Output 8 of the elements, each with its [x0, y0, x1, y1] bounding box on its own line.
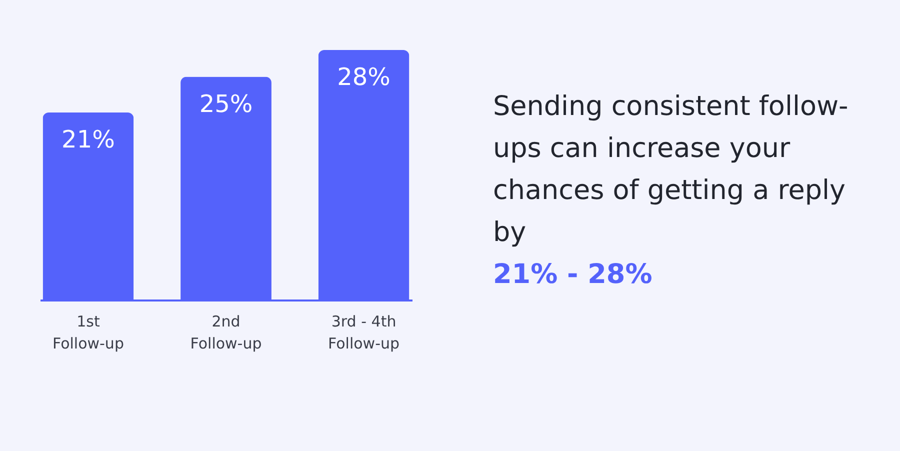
x-tick-label: 1st Follow-up [52, 312, 124, 352]
x-tick-label: 3rd - 4th Follow-up [328, 312, 400, 352]
data-label: 25% [199, 90, 253, 118]
text: Sending consistent follow-ups can increase your chances of getting a reply by [493, 90, 850, 250]
x-tick-label: 2nd Follow-up [190, 312, 262, 352]
text: 21% - 28% [493, 258, 654, 292]
data-label: 28% [337, 63, 390, 91]
data-label: 21% [62, 126, 115, 154]
